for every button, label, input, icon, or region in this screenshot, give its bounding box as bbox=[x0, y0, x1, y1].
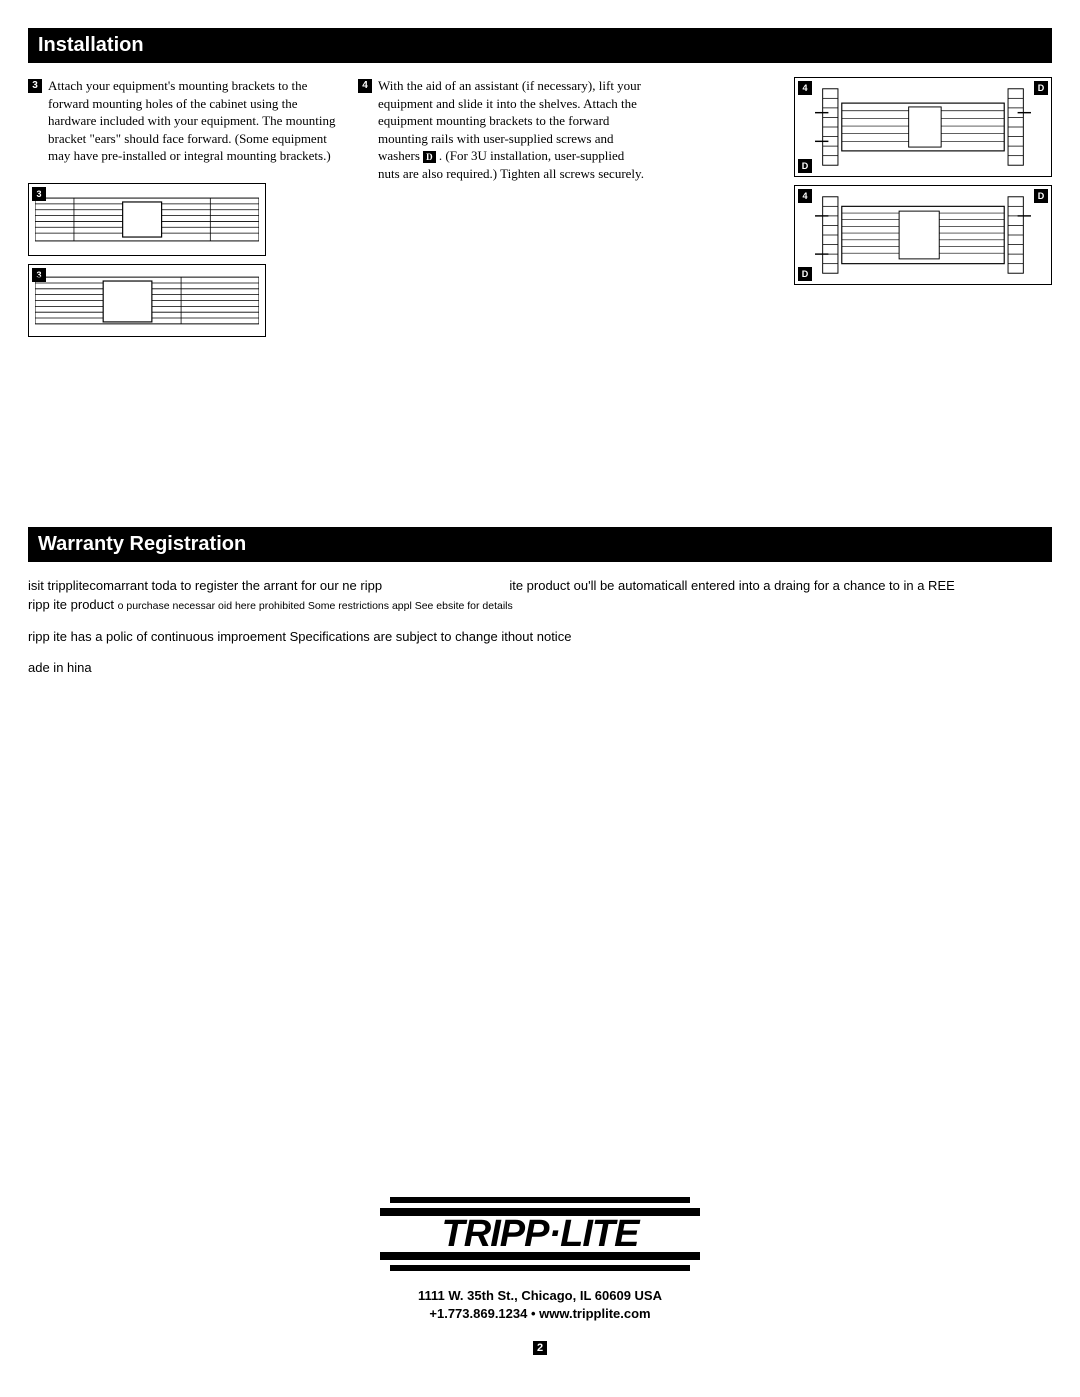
warranty-section: Warranty Registration isit tripplitecoma… bbox=[28, 527, 1052, 678]
diagram-label-d: D bbox=[798, 159, 812, 173]
diagram-label-3: 3 bbox=[32, 187, 46, 201]
diagram-step3-b: 3 bbox=[28, 264, 266, 337]
warranty-p1-fine: o purchase necessar oid here prohibited … bbox=[118, 600, 513, 612]
diagram-step4-a: 4 D D bbox=[794, 77, 1052, 177]
diagram-label-d: D bbox=[798, 267, 812, 281]
diagram-label-4: 4 bbox=[798, 81, 812, 95]
warranty-para-3: ade in hina bbox=[28, 658, 1052, 678]
step-3-text: Attach your equipment's mounting bracket… bbox=[48, 77, 338, 165]
warranty-heading: Warranty Registration bbox=[28, 527, 1052, 562]
warranty-p1-a: isit tripplitecomarrant toda to register… bbox=[28, 578, 382, 593]
installation-col-mid: 4 With the aid of an assistant (if neces… bbox=[358, 77, 648, 337]
installation-col-left: 3 Attach your equipment's mounting brack… bbox=[28, 77, 338, 337]
diagram-label-4: 4 bbox=[798, 189, 812, 203]
footer-address: 1111 W. 35th St., Chicago, IL 60609 USA … bbox=[0, 1287, 1080, 1323]
rack-sketch-icon bbox=[35, 271, 259, 330]
warranty-p1-b: ite product ou'll be automaticall entere… bbox=[509, 578, 954, 593]
diagram-step3-a: 3 bbox=[28, 183, 266, 256]
diagram-label-d: D bbox=[1034, 189, 1048, 203]
page-number: 2 bbox=[0, 1339, 1080, 1357]
address-line-2: +1.773.869.1234 • www.tripplite.com bbox=[0, 1305, 1080, 1323]
diagram-label-d: D bbox=[1034, 81, 1048, 95]
installation-heading: Installation bbox=[28, 28, 1052, 63]
diagram-label-3: 3 bbox=[32, 268, 46, 282]
rack-mount-icon bbox=[801, 84, 1045, 170]
step-3-number: 3 bbox=[28, 79, 42, 93]
step-4-text: With the aid of an assistant (if necessa… bbox=[378, 77, 648, 182]
svg-text:TRIPP·LITE: TRIPP·LITE bbox=[442, 1213, 642, 1255]
warranty-para-2: ripp ite has a polic of continuous impro… bbox=[28, 627, 1052, 647]
warranty-p1-c: ripp ite product bbox=[28, 597, 114, 612]
page-number-badge: 2 bbox=[533, 1341, 547, 1355]
step-4-number: 4 bbox=[358, 79, 372, 93]
step-3: 3 Attach your equipment's mounting brack… bbox=[28, 77, 338, 165]
address-line-1: 1111 W. 35th St., Chicago, IL 60609 USA bbox=[0, 1287, 1080, 1305]
warranty-body: isit tripplitecomarrant toda to register… bbox=[28, 576, 1052, 678]
warranty-para-1: isit tripplitecomarrant toda to register… bbox=[28, 576, 1052, 615]
diagram-step4-b: 4 D D bbox=[794, 185, 1052, 285]
installation-col-right: 4 D D bbox=[668, 77, 1052, 337]
rack-sketch-icon bbox=[35, 190, 259, 249]
page-footer: TRIPP·LITE 1111 W. 35th St., Chicago, IL… bbox=[0, 1182, 1080, 1357]
rack-mount-icon bbox=[801, 192, 1045, 278]
tripplite-logo: TRIPP·LITE bbox=[370, 1182, 710, 1277]
marker-d-icon: D bbox=[423, 151, 436, 163]
step-4: 4 With the aid of an assistant (if neces… bbox=[358, 77, 648, 182]
installation-body: 3 Attach your equipment's mounting brack… bbox=[28, 77, 1052, 337]
